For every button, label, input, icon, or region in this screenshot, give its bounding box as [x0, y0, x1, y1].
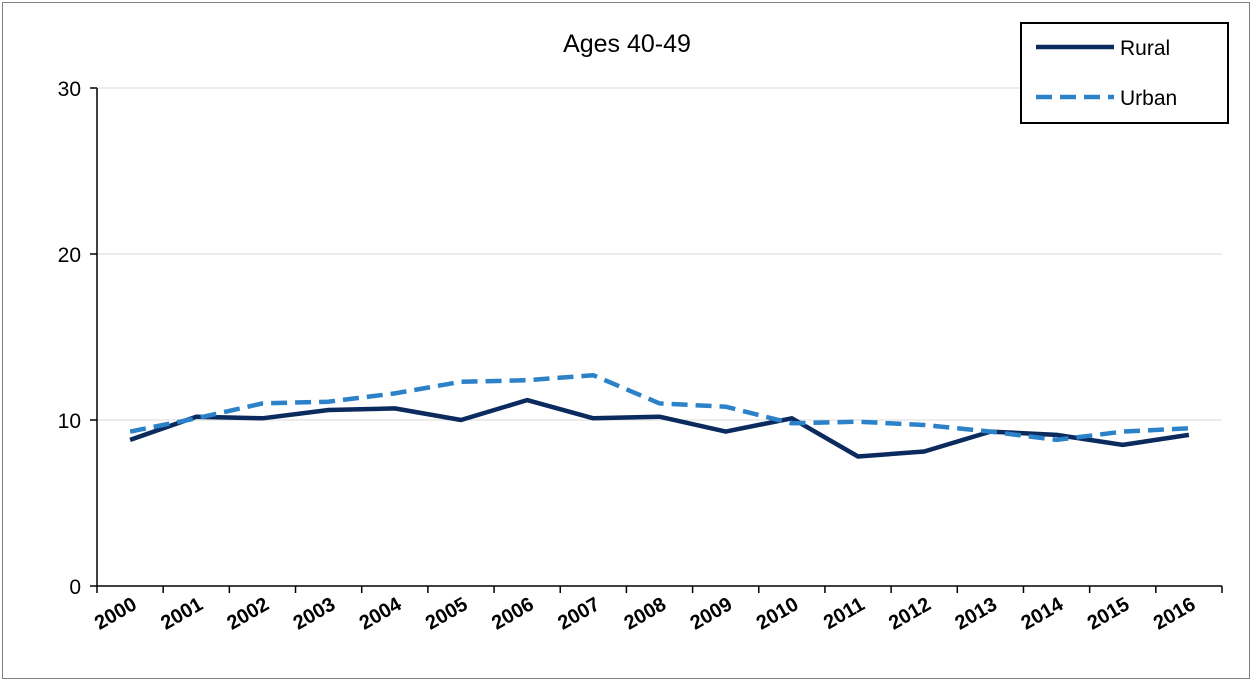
legend-label-urban: Urban	[1120, 87, 1177, 110]
y-tick-label: 30	[58, 78, 81, 101]
legend-label-rural: Rural	[1120, 37, 1170, 60]
x-tick-label: 2006	[488, 593, 538, 634]
x-tick-label: 2004	[356, 593, 406, 635]
x-tick-label: 2009	[687, 593, 737, 634]
x-tick-label: 2014	[1018, 593, 1068, 635]
series-line-rural	[129, 397, 1190, 459]
x-tick-label: 2013	[951, 593, 1001, 634]
legend: Rural Urban	[1020, 22, 1229, 124]
x-tick-label: 2012	[885, 593, 935, 634]
x-tick-label: 2002	[223, 593, 273, 634]
x-tick-label: 2001	[157, 593, 207, 634]
x-tick-label: 2016	[1150, 593, 1200, 634]
y-tick-label: 10	[58, 410, 81, 433]
series-line-urban	[129, 372, 1190, 443]
x-tick-label: 2003	[290, 593, 340, 634]
y-tick-label: 20	[58, 244, 81, 267]
x-tick-label: 2008	[620, 593, 670, 634]
gridlines	[97, 87, 1222, 421]
x-tick-label: 2005	[422, 593, 472, 634]
series-lines	[129, 372, 1190, 459]
x-tick-label: 2011	[820, 593, 869, 634]
x-tick-label: 2010	[753, 593, 803, 634]
legend-box	[1020, 22, 1229, 124]
y-tick-label: 0	[69, 576, 81, 599]
axes	[90, 87, 1223, 593]
tick-labels: 0 10 20 30 2000 2001 2002 2003 2004 2005 2006 2007 2…	[58, 78, 1200, 635]
chart-title: Ages 40-49	[563, 30, 691, 58]
x-tick-label: 2007	[554, 593, 604, 634]
x-tick-label: 2015	[1084, 593, 1134, 634]
x-tick-label: 2000	[91, 593, 141, 634]
